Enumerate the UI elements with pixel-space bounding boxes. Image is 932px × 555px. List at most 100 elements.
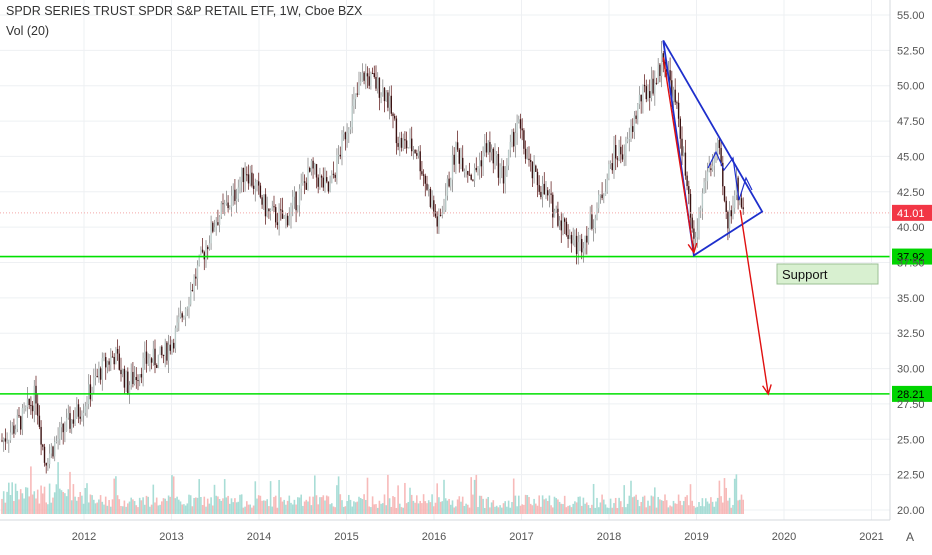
volume-bar: [293, 499, 296, 514]
volume-bar: [397, 485, 399, 514]
candle-body: [632, 126, 634, 132]
auto-scale-button[interactable]: A: [906, 530, 914, 544]
volume-bar: [662, 500, 665, 514]
candle-body: [691, 217, 693, 229]
candle-body: [553, 210, 556, 218]
volume-bar: [657, 496, 659, 514]
volume-bar: [64, 493, 66, 514]
volume-bar: [174, 498, 177, 514]
volume-bar: [222, 498, 224, 514]
candle-body: [179, 313, 182, 318]
volume-bar: [36, 489, 39, 514]
candle-body: [626, 138, 629, 142]
candle-body: [11, 425, 13, 433]
volume-bar: [196, 497, 199, 514]
volume-bar: [62, 491, 64, 514]
candle-body: [540, 191, 542, 198]
volume-bar: [669, 505, 671, 514]
candle-body: [336, 155, 338, 178]
volume-bar: [206, 498, 209, 514]
volume-bar: [387, 474, 389, 514]
volume-bar: [545, 498, 547, 514]
candle-body: [101, 358, 103, 380]
candle-body: [615, 145, 617, 159]
candle-body: [650, 78, 653, 99]
volume-bar: [240, 494, 243, 514]
candle-body: [343, 132, 345, 135]
support-level-badge: [892, 248, 932, 265]
y-tick-label: 52.50: [897, 45, 925, 57]
volume-bar: [667, 507, 670, 514]
volume-indicator-label: Vol (20): [6, 24, 50, 38]
volume-bar: [528, 497, 530, 514]
candle-body: [290, 205, 292, 217]
candle-body: [292, 196, 294, 206]
volume-bar: [518, 495, 520, 514]
volume-bar: [582, 497, 585, 514]
volume-bars: [1, 462, 744, 514]
volume-bar: [623, 485, 625, 514]
candle-body: [122, 368, 124, 375]
volume-bar: [308, 496, 311, 514]
candle-body: [577, 242, 579, 254]
candle-body: [96, 375, 98, 377]
candle-body: [201, 249, 204, 253]
volume-bar: [722, 502, 724, 514]
volume-bar: [9, 495, 12, 514]
volume-bar: [395, 507, 398, 514]
candle-body: [341, 134, 343, 157]
volume-bar: [167, 495, 170, 514]
candle-body: [581, 238, 583, 253]
volume-bar: [215, 495, 217, 514]
candle-body: [310, 160, 313, 172]
volume-bar: [480, 495, 483, 514]
volume-bar: [470, 477, 472, 514]
y-tick-label: 22.50: [897, 470, 925, 482]
volume-bar: [171, 475, 173, 514]
volume-bar: [567, 505, 569, 514]
candle-body: [713, 155, 715, 166]
candle-body: [470, 174, 472, 180]
volume-bar: [703, 506, 705, 514]
volume-bar: [541, 495, 544, 514]
candle-body: [252, 185, 255, 189]
volume-bar: [713, 506, 716, 514]
candle-body: [79, 416, 81, 419]
candle-body: [446, 178, 449, 196]
volume-bar: [203, 496, 206, 514]
volume-bar: [509, 507, 512, 514]
volume-bar: [31, 494, 34, 514]
volume-bar: [502, 503, 505, 514]
candle-body: [71, 419, 73, 429]
candle-body: [264, 194, 267, 217]
candle-body: [669, 70, 671, 81]
candle-body: [594, 218, 596, 228]
volume-bar: [555, 498, 557, 514]
volume-bar: [507, 500, 510, 514]
volume-bar: [477, 507, 479, 514]
candle-body: [696, 230, 698, 238]
candle-body: [604, 191, 607, 196]
volume-bar: [614, 497, 617, 514]
candle-body: [623, 155, 625, 160]
volume-bar: [320, 497, 323, 514]
candle-body: [625, 141, 627, 156]
volume-bar: [414, 502, 416, 514]
volume-bar: [412, 500, 415, 514]
volume-bar: [89, 494, 92, 514]
volume-bar: [524, 494, 527, 514]
volume-bar: [276, 507, 279, 514]
candle-body: [547, 190, 549, 196]
volume-bar: [399, 503, 401, 514]
volume-bar: [609, 498, 612, 514]
volume-bar: [286, 500, 289, 514]
volume-bar: [504, 501, 506, 514]
volume-bar: [98, 499, 100, 514]
volume-bar: [535, 503, 537, 514]
candle-body: [247, 174, 250, 184]
volume-bar: [123, 500, 126, 514]
volume-bar: [716, 497, 719, 514]
volume-bar: [465, 503, 467, 514]
candle-body: [125, 371, 127, 388]
volume-bar: [319, 497, 321, 514]
